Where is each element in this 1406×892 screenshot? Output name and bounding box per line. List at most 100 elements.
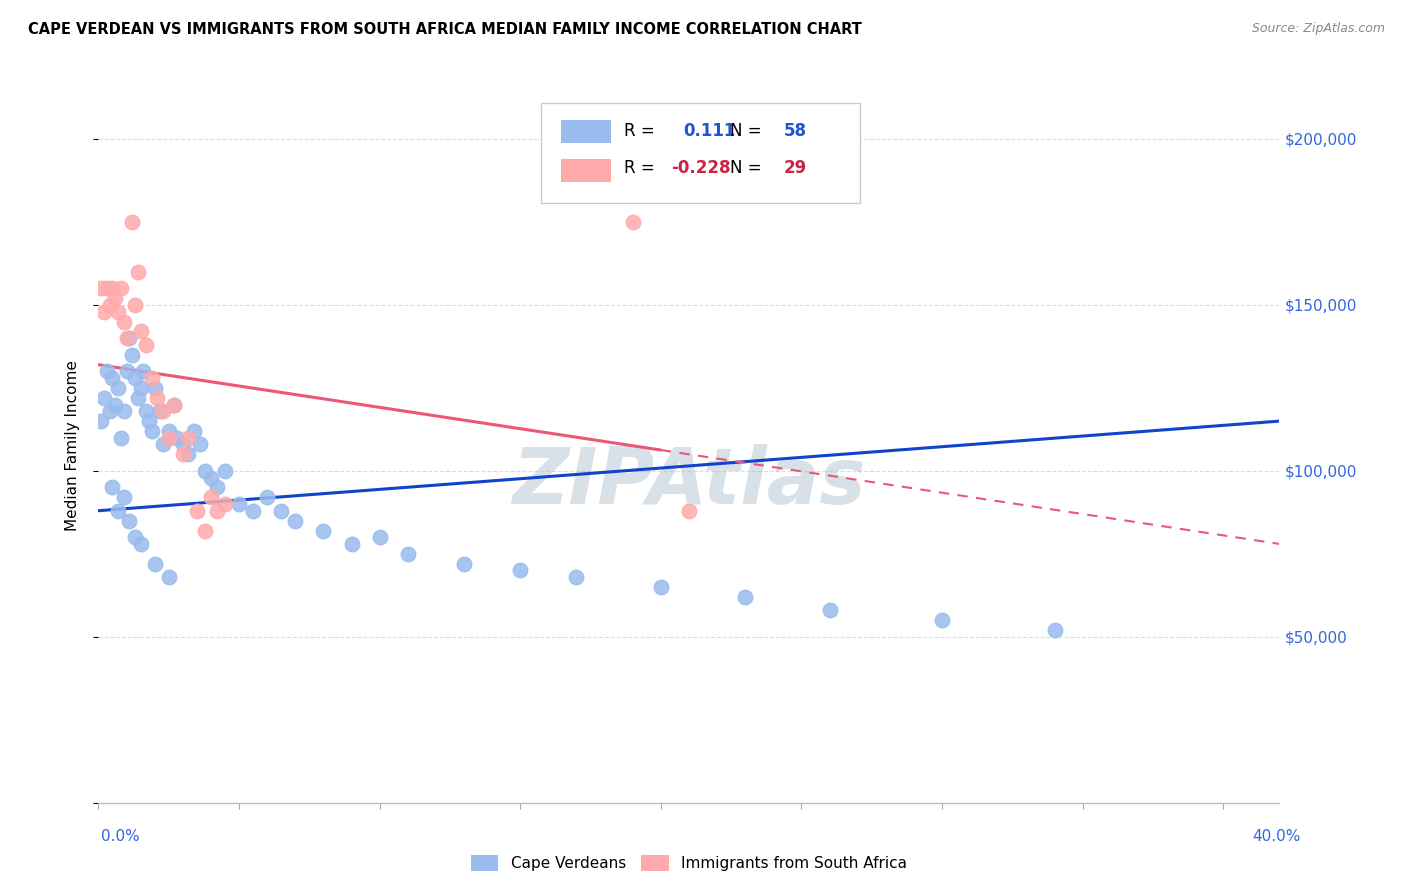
Point [186, 504, 208, 518]
Point [135, 404, 157, 418]
Point [129, 537, 152, 551]
Text: 58: 58 [783, 121, 807, 139]
Point [143, 381, 166, 395]
Point [107, 304, 129, 318]
Point [90, 281, 112, 295]
Point [138, 414, 160, 428]
Point [98, 298, 121, 312]
Point [509, 564, 531, 578]
Point [734, 590, 756, 604]
Point [129, 381, 152, 395]
Point [112, 404, 135, 418]
Point [146, 391, 169, 405]
Point [453, 557, 475, 571]
Text: 0.0%: 0.0% [101, 830, 141, 844]
Point [135, 338, 157, 352]
Point [112, 314, 135, 328]
Point [166, 431, 188, 445]
Point [96, 281, 118, 295]
Point [172, 437, 194, 451]
Point [205, 481, 228, 495]
Bar [561, 120, 612, 143]
Point [112, 491, 135, 505]
Point [368, 530, 391, 544]
Point [96, 364, 118, 378]
Point [101, 281, 124, 295]
Y-axis label: Median Family Income: Median Family Income [65, 360, 80, 532]
Point [183, 424, 205, 438]
Point [396, 547, 419, 561]
Point [678, 504, 700, 518]
Point [107, 504, 129, 518]
Point [143, 557, 166, 571]
Point [141, 424, 163, 438]
Point [284, 514, 307, 528]
Point [129, 325, 152, 339]
Point [177, 447, 200, 461]
Point [270, 504, 292, 518]
Text: ZIPAtlas: ZIPAtlas [512, 443, 866, 520]
Point [256, 491, 278, 505]
Point [205, 504, 228, 518]
Point [101, 481, 124, 495]
Point [127, 391, 149, 405]
Point [214, 497, 236, 511]
Text: Source: ZipAtlas.com: Source: ZipAtlas.com [1251, 22, 1385, 36]
Text: 29: 29 [783, 159, 807, 177]
Text: N =: N = [730, 121, 762, 139]
Point [110, 431, 132, 445]
Point [93, 304, 115, 318]
Point [93, 391, 115, 405]
Point [101, 371, 124, 385]
Point [141, 371, 163, 385]
Bar [561, 159, 612, 182]
Point [90, 414, 112, 428]
Point [121, 215, 143, 229]
Point [177, 431, 200, 445]
Point [312, 524, 335, 538]
Point [124, 298, 146, 312]
Point [118, 514, 141, 528]
Text: R =: R = [624, 121, 655, 139]
Point [132, 364, 155, 378]
Text: CAPE VERDEAN VS IMMIGRANTS FROM SOUTH AFRICA MEDIAN FAMILY INCOME CORRELATION CH: CAPE VERDEAN VS IMMIGRANTS FROM SOUTH AF… [28, 22, 862, 37]
Point [149, 404, 172, 418]
Point [242, 504, 264, 518]
Point [163, 397, 186, 411]
Point [188, 437, 211, 451]
Point [104, 397, 127, 411]
Point [104, 291, 127, 305]
Point [157, 570, 180, 584]
Point [163, 397, 186, 411]
Point [194, 524, 217, 538]
Point [110, 281, 132, 295]
Point [152, 404, 174, 418]
Text: -0.228: -0.228 [671, 159, 731, 177]
Point [127, 265, 149, 279]
Point [115, 331, 138, 345]
Point [124, 371, 146, 385]
Point [650, 580, 672, 594]
Point [340, 537, 363, 551]
Text: 0.111: 0.111 [683, 121, 735, 139]
Point [565, 570, 588, 584]
Point [98, 404, 121, 418]
Point [172, 447, 194, 461]
Text: 40.0%: 40.0% [1253, 830, 1301, 844]
Point [152, 437, 174, 451]
Point [124, 530, 146, 544]
Text: R =: R = [624, 159, 655, 177]
Point [228, 497, 250, 511]
Text: N =: N = [730, 159, 762, 177]
Point [115, 364, 138, 378]
FancyBboxPatch shape [541, 103, 860, 203]
Legend: Cape Verdeans, Immigrants from South Africa: Cape Verdeans, Immigrants from South Afr… [465, 849, 912, 877]
Point [200, 470, 222, 484]
Point [118, 331, 141, 345]
Point [214, 464, 236, 478]
Point [1043, 624, 1066, 638]
Point [931, 613, 953, 627]
Point [621, 215, 644, 229]
Point [121, 348, 143, 362]
Point [194, 464, 217, 478]
